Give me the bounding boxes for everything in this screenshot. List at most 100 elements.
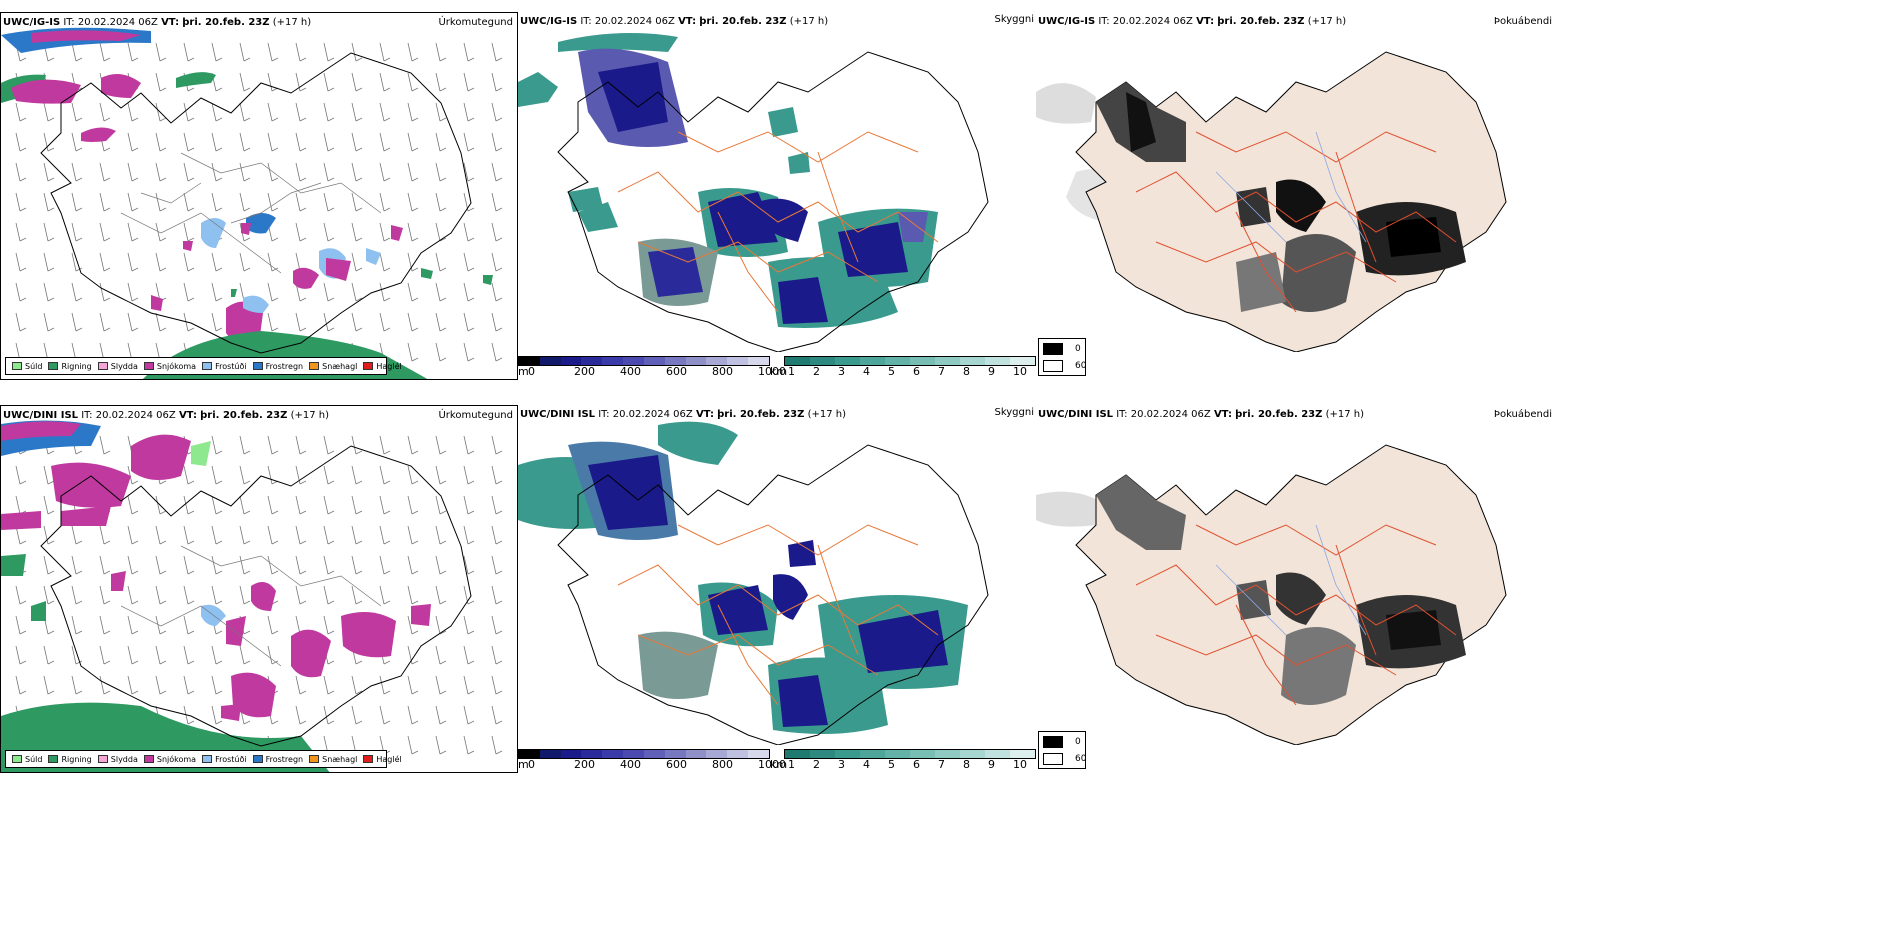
wind-barb xyxy=(239,102,251,122)
wind-barb xyxy=(267,42,279,62)
wind-barb xyxy=(239,42,251,62)
wind-barb xyxy=(71,222,83,242)
colorbar-tick: 800 xyxy=(712,758,733,771)
wind-barb xyxy=(463,192,475,212)
wind-barb xyxy=(127,465,139,485)
wind-barb xyxy=(491,282,503,302)
wind-barb xyxy=(407,615,419,635)
wind-barb xyxy=(267,102,279,122)
wind-barb xyxy=(407,222,419,242)
colorbar-tick: 5 xyxy=(888,758,895,771)
wind-barb xyxy=(351,465,363,485)
wind-barb xyxy=(239,465,251,485)
wind-barb xyxy=(127,162,139,182)
precip-map-top xyxy=(1,27,503,379)
wind-barb xyxy=(435,282,447,302)
wind-barb xyxy=(379,72,391,92)
wind-barb xyxy=(183,192,195,212)
wind-barb xyxy=(379,465,391,485)
colorbar-tick: 4 xyxy=(863,758,870,771)
wind-barb xyxy=(295,102,307,122)
wind-barb xyxy=(15,465,27,485)
wind-barb xyxy=(183,282,195,302)
fog-legend-label: 0 xyxy=(1075,344,1081,354)
wind-barb xyxy=(295,162,307,182)
wind-barb xyxy=(71,42,83,62)
fog-map-top xyxy=(1036,51,1507,352)
wind-barb xyxy=(183,132,195,152)
legend-label: Rigning xyxy=(61,754,92,764)
wind-barb xyxy=(379,132,391,152)
wind-barb xyxy=(351,132,363,152)
wind-barb xyxy=(463,162,475,182)
precip-map-bottom xyxy=(1,420,503,772)
wind-barb xyxy=(239,192,251,212)
wind-barb xyxy=(295,525,307,545)
colorbar-tick: 7 xyxy=(938,758,945,771)
wind-barb xyxy=(351,282,363,302)
wind-barb xyxy=(351,192,363,212)
wind-barb xyxy=(183,495,195,515)
wind-barb xyxy=(463,282,475,302)
wind-barb xyxy=(99,525,111,545)
colorbar-tick: 2 xyxy=(813,758,820,771)
iceland-outline xyxy=(40,52,472,354)
legend-label: Frostregn xyxy=(265,361,304,371)
legend-item: Snjókoma xyxy=(143,362,196,371)
wind-barb xyxy=(491,735,503,755)
wind-barb xyxy=(239,585,251,605)
model-name: UWC/IG-IS xyxy=(3,17,61,28)
wind-barb xyxy=(463,585,475,605)
wind-barb xyxy=(463,465,475,485)
fog-legend-label: 60 xyxy=(1075,361,1087,371)
legend-item: Frostúði xyxy=(202,362,247,371)
colorbar-tick: 10 xyxy=(1013,758,1027,771)
wind-barb xyxy=(99,162,111,182)
wind-barb xyxy=(407,495,419,515)
wind-barb xyxy=(463,222,475,242)
wind-barb xyxy=(463,102,475,122)
wind-barb xyxy=(211,645,223,665)
wind-barb xyxy=(491,555,503,575)
valid-time: þri. 20.feb. 23Z xyxy=(182,17,270,28)
legend-item: Slydda xyxy=(97,755,138,764)
wind-barb xyxy=(463,132,475,152)
wind-barb xyxy=(71,282,83,302)
wind-barb xyxy=(127,585,139,605)
wind-barb xyxy=(99,102,111,122)
wind-barb xyxy=(463,615,475,635)
legend-label: Frostúði xyxy=(215,361,247,371)
wind-barb xyxy=(407,102,419,122)
colorbar-tick: 3 xyxy=(838,365,845,378)
wind-barb xyxy=(99,615,111,635)
row1-header-fog: UWC/IG-IS IT: 20.02.2024 06Z VT: þri. 20… xyxy=(1038,16,1347,27)
wind-barb xyxy=(211,465,223,485)
legend-item: Frostregn xyxy=(252,755,303,764)
vis-colorbar xyxy=(784,356,1036,366)
wind-barb xyxy=(407,435,419,455)
wind-barb xyxy=(43,525,55,545)
legend-label: Rigning xyxy=(61,361,92,371)
legend-swatch xyxy=(48,755,59,763)
legend-item: Haglél xyxy=(363,362,402,371)
colorbar-tick: 6 xyxy=(913,758,920,771)
wind-barb xyxy=(463,705,475,725)
wind-barb xyxy=(71,102,83,122)
wind-barb xyxy=(323,705,335,725)
wind-barb xyxy=(43,495,55,515)
wind-barb xyxy=(211,162,223,182)
fog-legend-swatch-0 xyxy=(1043,736,1063,748)
vis-unit: km xyxy=(770,758,788,771)
legend-swatch xyxy=(309,362,320,370)
wind-barb xyxy=(211,495,223,515)
precip-type-title: Úrkomutegund xyxy=(438,410,513,421)
wind-barb xyxy=(43,192,55,212)
wind-barb xyxy=(239,495,251,515)
wind-barb xyxy=(127,222,139,242)
wind-barb xyxy=(351,705,363,725)
wind-barb xyxy=(323,102,335,122)
wind-barb xyxy=(407,675,419,695)
wind-barb xyxy=(435,555,447,575)
wind-barb xyxy=(435,435,447,455)
colorbar-tick: 10 xyxy=(1013,365,1027,378)
